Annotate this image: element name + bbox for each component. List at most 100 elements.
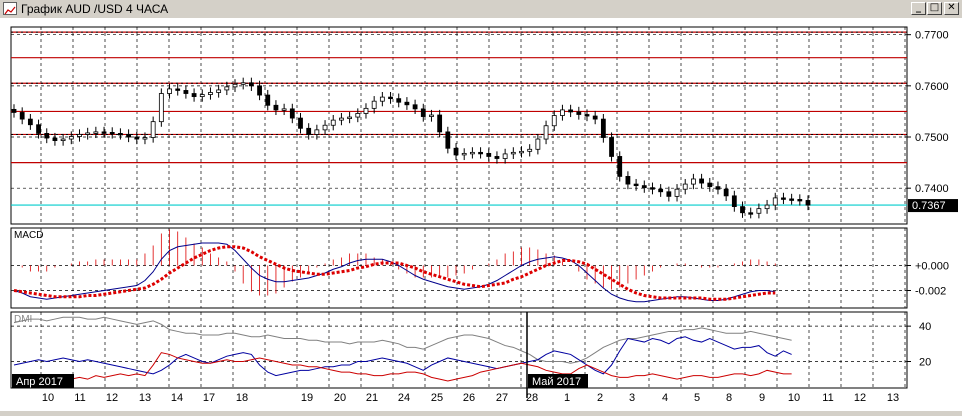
candle <box>568 109 574 113</box>
x-tick-label: 27 <box>496 392 508 404</box>
candle <box>150 121 156 138</box>
candle <box>142 137 148 140</box>
candle <box>600 118 606 138</box>
candles <box>11 77 811 219</box>
x-tick-label: 10 <box>42 392 54 404</box>
candle <box>158 93 164 123</box>
x-tick-label: 14 <box>171 392 183 404</box>
candle <box>85 132 91 135</box>
candle <box>543 125 549 140</box>
candle <box>134 136 140 140</box>
current-price-box <box>908 199 958 213</box>
candle <box>772 197 778 206</box>
candle <box>27 118 33 126</box>
dmi-adx-line <box>13 316 792 364</box>
candle <box>339 117 344 121</box>
candle <box>617 156 623 177</box>
candle <box>535 138 541 150</box>
chart-area[interactable]: 0.7700 0.7600 0.7500 0.7400 0.7367 +0.000 -0.0… <box>0 18 962 411</box>
pane-frame-3 <box>10 311 908 389</box>
candle <box>429 114 434 117</box>
candle <box>126 134 131 138</box>
close-button[interactable]: ✕ <box>944 2 959 15</box>
candle <box>52 137 58 141</box>
candle <box>633 183 639 187</box>
candle <box>232 83 238 88</box>
period-label-may: Май 2017 <box>532 376 581 388</box>
current-price-label: 0.7367 <box>912 200 946 212</box>
candle <box>404 101 410 106</box>
candle <box>682 183 688 190</box>
x-tick-label: 10 <box>788 392 800 404</box>
x-tick-label: 13 <box>887 392 899 404</box>
candle <box>494 156 500 159</box>
x-tick-label: 11 <box>822 392 833 404</box>
candle <box>715 186 721 190</box>
pane-frame-1 <box>10 26 908 225</box>
candle <box>691 178 696 185</box>
candle <box>289 108 295 119</box>
x-tick-label: 11 <box>74 392 85 404</box>
candle <box>11 108 17 113</box>
candle <box>527 148 533 152</box>
x-tick-label: 28 <box>526 392 538 404</box>
x-tick-label: 25 <box>431 392 443 404</box>
chart-svg[interactable]: 0.7700 0.7600 0.7500 0.7400 0.7367 +0.000 -0.0… <box>0 18 962 411</box>
candle <box>248 82 254 87</box>
x-tick-label: 5 <box>694 392 700 404</box>
x-tick-label: 20 <box>334 392 346 404</box>
candle <box>437 114 443 133</box>
period-label-apr: Апр 2017 <box>16 376 63 388</box>
candle <box>191 93 197 97</box>
candle <box>461 152 467 156</box>
candle <box>19 112 25 120</box>
candle <box>666 191 672 197</box>
candle <box>674 188 680 197</box>
candle <box>740 206 745 214</box>
candle <box>412 104 418 110</box>
candle <box>257 85 262 96</box>
minimize-button[interactable]: _ <box>911 2 926 15</box>
candle <box>347 116 353 119</box>
candle <box>805 200 811 206</box>
candle <box>576 111 582 115</box>
candle <box>781 197 786 200</box>
candle <box>388 96 393 100</box>
candle <box>175 88 181 91</box>
x-tick-label: 4 <box>662 392 668 404</box>
x-tick-label: 2 <box>597 392 603 404</box>
maximize-button[interactable]: □ <box>927 2 942 15</box>
candle <box>183 90 189 94</box>
x-tick-label: 18 <box>236 392 248 404</box>
candle <box>469 151 475 155</box>
chart-window-icon <box>3 2 17 15</box>
macd-line <box>13 242 776 303</box>
x-tick-label: 17 <box>203 392 215 404</box>
candle <box>748 212 754 215</box>
candle <box>77 134 82 137</box>
candle <box>707 182 713 188</box>
candle <box>560 109 565 116</box>
title-bar: График AUD /USD 4 ЧАСА _ □ ✕ <box>0 0 962 19</box>
x-tick-label: 19 <box>301 392 313 404</box>
candle <box>330 119 336 126</box>
candle <box>224 86 230 91</box>
pane-frame-2 <box>10 227 908 309</box>
candle <box>306 127 312 135</box>
x-tick-label: 12 <box>854 392 866 404</box>
candle <box>699 178 704 184</box>
candle <box>486 152 492 157</box>
candle <box>60 138 66 141</box>
candle <box>420 108 426 117</box>
x-tick-label: 24 <box>398 392 410 404</box>
candle <box>199 94 205 97</box>
dmi-plusminus-di-line <box>13 336 792 377</box>
candle <box>625 176 631 185</box>
candle <box>44 133 50 139</box>
candle <box>731 195 737 208</box>
candle <box>68 136 74 140</box>
macd-tick-label: +0.000 <box>915 261 949 273</box>
dmi-minus-di-line <box>13 352 792 382</box>
x-tick-label: 12 <box>106 392 118 404</box>
candle <box>93 131 99 134</box>
